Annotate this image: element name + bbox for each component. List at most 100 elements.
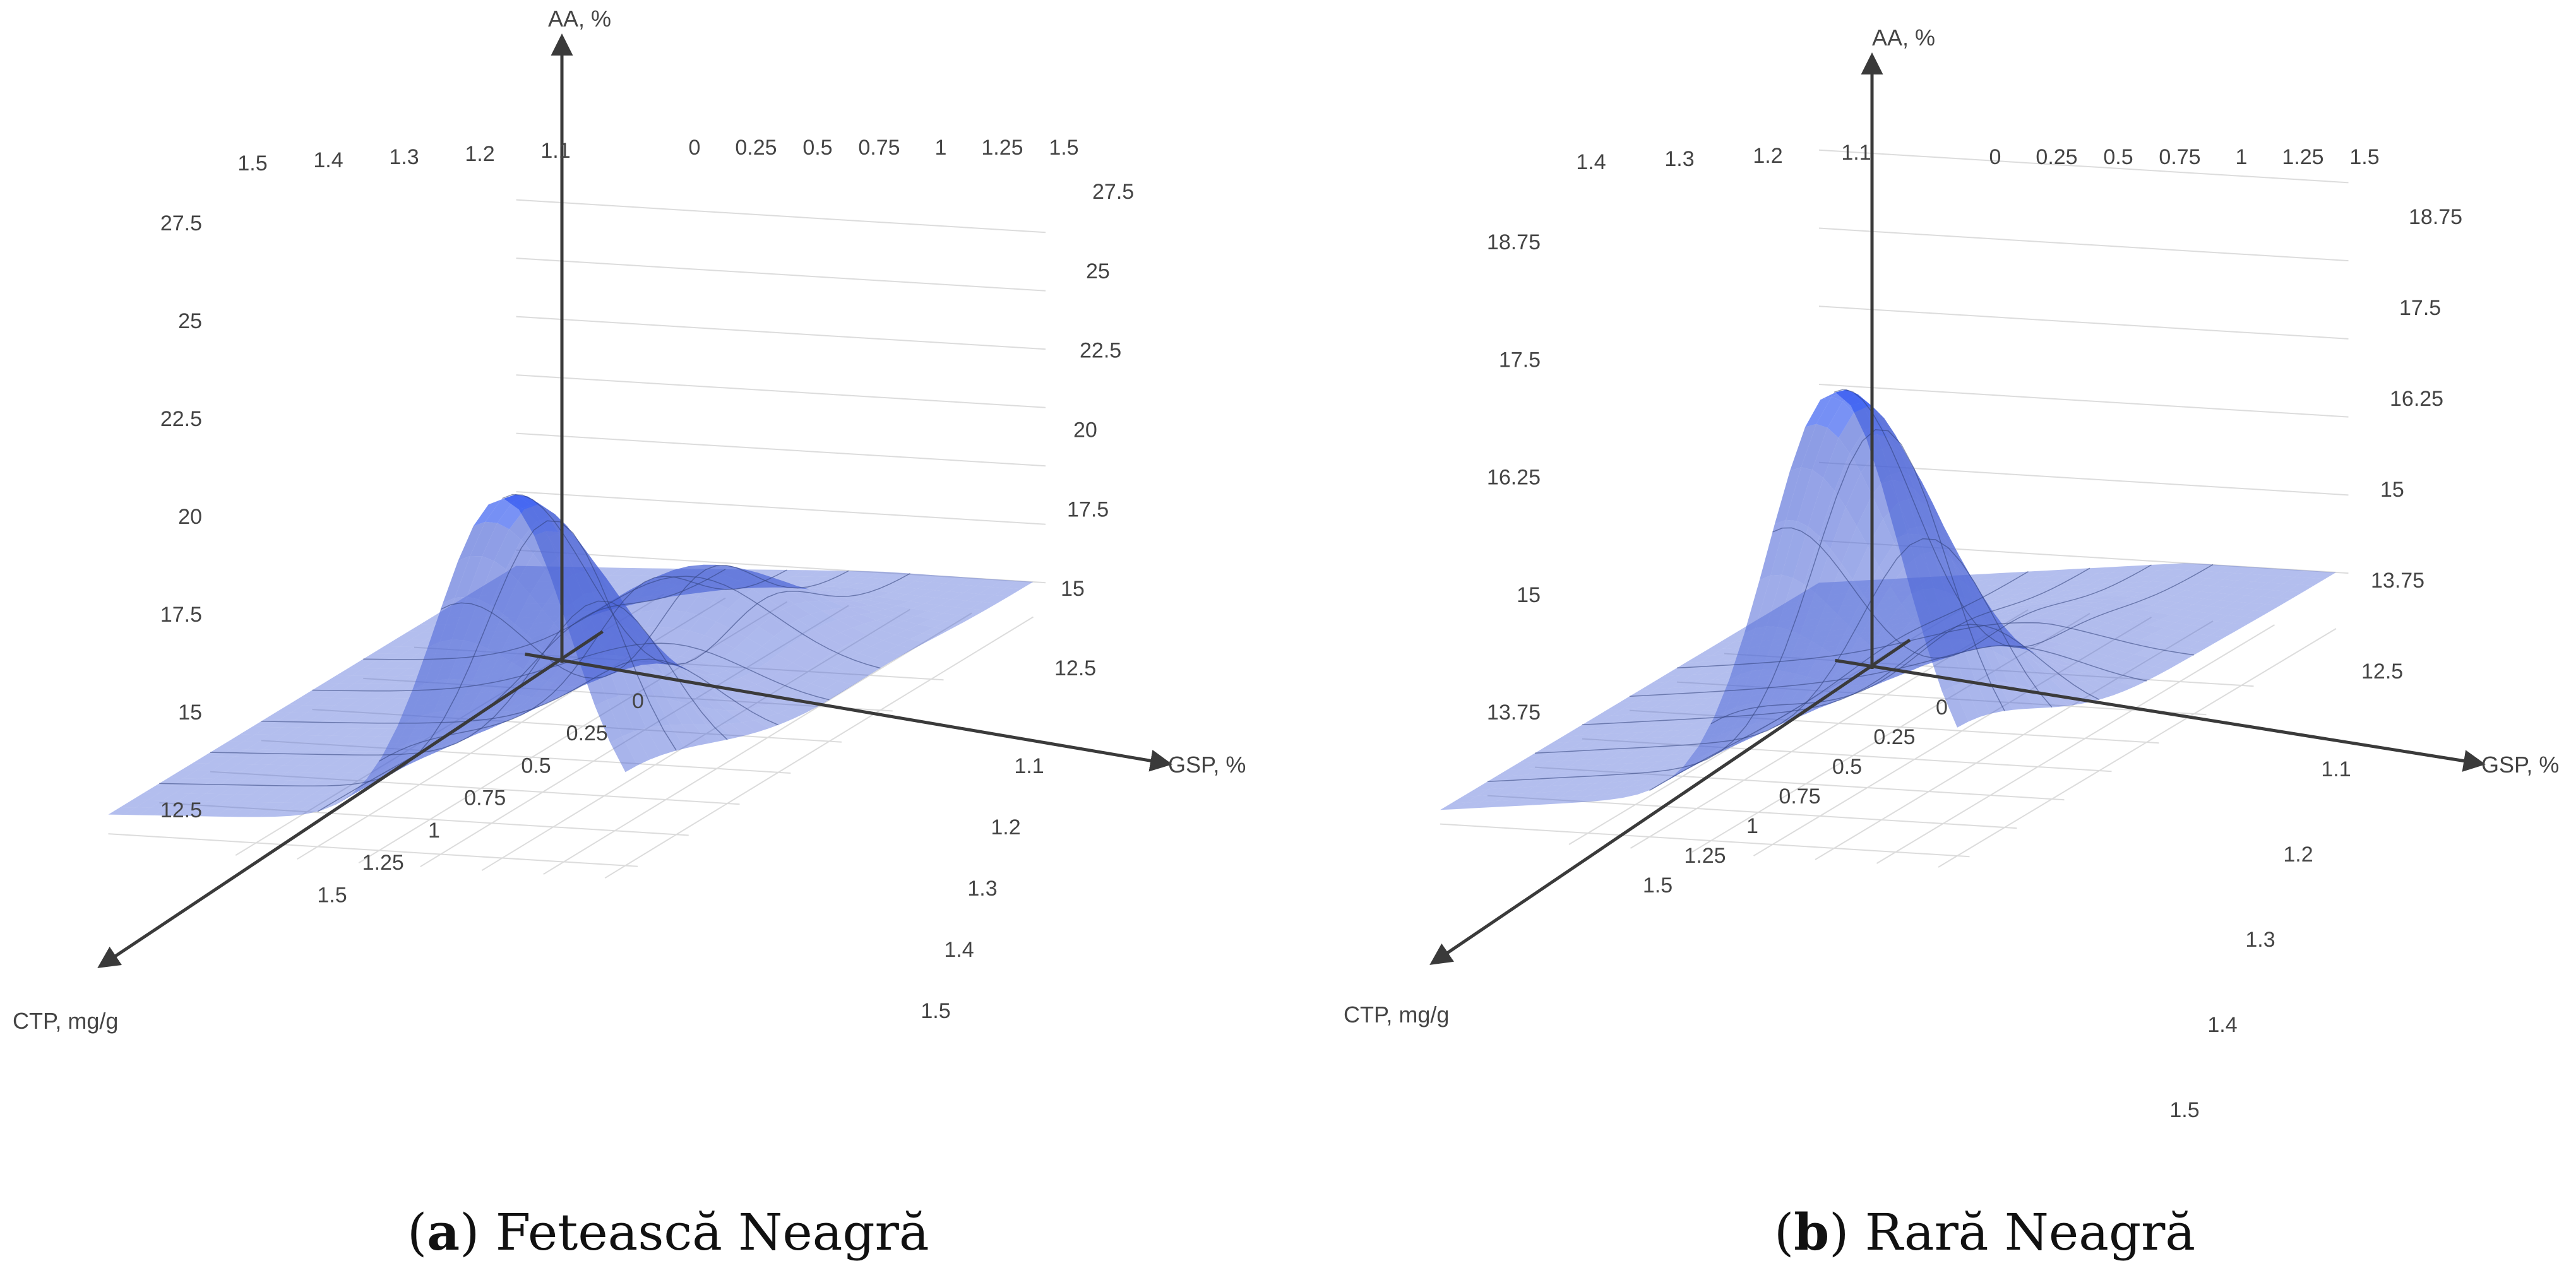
- surface-cell: [1941, 685, 1969, 728]
- surface-cell: [1712, 672, 1739, 680]
- surface-cell: [1993, 651, 2020, 686]
- surface-cell: [723, 581, 751, 587]
- surface-cell: [1800, 593, 1827, 641]
- surface-cell: [2226, 580, 2253, 588]
- surface-cell: [228, 734, 256, 742]
- surface-cell: [912, 603, 940, 612]
- surface-cell: [2041, 659, 2068, 673]
- surface-cell: [676, 564, 704, 571]
- surface-cell: [510, 581, 538, 589]
- surface-cell: [1856, 625, 1882, 634]
- z-tick-label-right: 25: [1086, 259, 1110, 283]
- surface-cell: [742, 585, 770, 589]
- surface-cell: [589, 648, 617, 668]
- surface-cell: [2130, 639, 2157, 649]
- surface-cell: [1872, 476, 1899, 519]
- y-tick-label: 0.25: [1873, 725, 1915, 749]
- surface-cell: [485, 651, 513, 663]
- surface-cell: [257, 802, 285, 810]
- surface-cell: [2089, 577, 2116, 585]
- surface-cell: [605, 589, 633, 596]
- surface-cell: [1769, 661, 1796, 670]
- surface-cell: [345, 690, 373, 699]
- surface-cell: [1541, 766, 1568, 774]
- surface-cell: [1523, 786, 1550, 794]
- surface-line-ctp-2: [261, 658, 779, 726]
- surface-cell: [2061, 609, 2088, 617]
- surface-cell: [1597, 733, 1624, 741]
- surface-cell: [1672, 704, 1699, 713]
- surface-cell: [1481, 794, 1508, 802]
- surface-cell: [434, 680, 462, 690]
- surface-cell: [1933, 581, 1960, 589]
- surface-cell: [1566, 735, 1594, 743]
- surface-cell: [407, 689, 434, 699]
- surface-cell: [1633, 694, 1661, 702]
- surface-cell: [661, 566, 689, 576]
- surface-cell: [1777, 577, 1804, 631]
- surface-cell: [688, 564, 716, 567]
- surface-cell: [619, 694, 647, 731]
- surface-cell: [2030, 608, 2058, 613]
- surface-cell: [2161, 569, 2188, 577]
- surface-cell: [792, 654, 820, 670]
- surface-cell: [1931, 575, 1959, 598]
- surface-cell: [2146, 569, 2173, 577]
- surface-cell: [907, 624, 934, 634]
- surface-cell: [832, 646, 859, 661]
- surface-cell: [135, 800, 163, 808]
- surface-cell: [1736, 682, 1763, 690]
- surface-cell: [377, 728, 405, 737]
- surface-cell: [1790, 423, 1816, 471]
- surface-cell: [516, 680, 544, 697]
- surface-cell: [2134, 648, 2161, 658]
- surface-cell: [521, 630, 549, 640]
- surface-cell: [738, 656, 766, 672]
- surface-cell: [766, 576, 794, 582]
- surface-cell: [796, 576, 824, 582]
- surface-cell: [1568, 783, 1595, 791]
- surface-cell: [838, 673, 866, 685]
- surface-cell: [728, 597, 756, 618]
- surface-cell: [930, 576, 958, 584]
- z-tick-label-right: 20: [1073, 418, 1097, 442]
- surface-cell: [708, 582, 736, 588]
- surface-cell: [468, 624, 496, 632]
- surface-cell: [559, 589, 587, 597]
- surface-cell: [325, 713, 352, 721]
- surface-cell: [837, 617, 865, 628]
- surface-cell: [2000, 609, 2027, 615]
- surface-cell: [475, 637, 503, 646]
- surface-cell: [1686, 679, 1713, 687]
- surface-cell: [782, 604, 810, 620]
- surface-cell: [351, 668, 379, 676]
- surface-cell: [1881, 618, 1909, 626]
- surface-cell: [708, 687, 736, 700]
- surface-cell: [1890, 566, 1917, 605]
- surface-cell: [393, 661, 421, 669]
- surface-cell: [147, 793, 175, 801]
- surface-cell: [241, 764, 268, 773]
- surface-cell: [844, 640, 871, 653]
- surface-cell: [371, 713, 398, 721]
- y-axis-label: CTP, mg/g: [1344, 1002, 1449, 1027]
- surface-cell: [1823, 665, 1850, 676]
- surface-cell: [644, 576, 672, 583]
- surface-cell: [761, 575, 789, 585]
- surface-cell: [951, 593, 979, 601]
- surface-cell: [2223, 601, 2250, 610]
- surface-cell: [637, 581, 665, 600]
- x-tick-label: 0.5: [802, 136, 832, 160]
- surface-cell: [273, 735, 301, 743]
- surface-cell: [602, 578, 630, 612]
- surface-cell: [2166, 602, 2193, 610]
- surface-cell: [1810, 697, 1837, 711]
- surface-cell: [695, 571, 722, 584]
- surface-cell: [398, 743, 426, 751]
- surface-cell: [419, 681, 446, 690]
- surface-cell: [659, 610, 686, 629]
- surface-cell: [1841, 526, 1868, 580]
- surface-cell: [1814, 635, 1840, 643]
- surface-cell: [2159, 589, 2185, 596]
- surface-cell: [1678, 755, 1705, 765]
